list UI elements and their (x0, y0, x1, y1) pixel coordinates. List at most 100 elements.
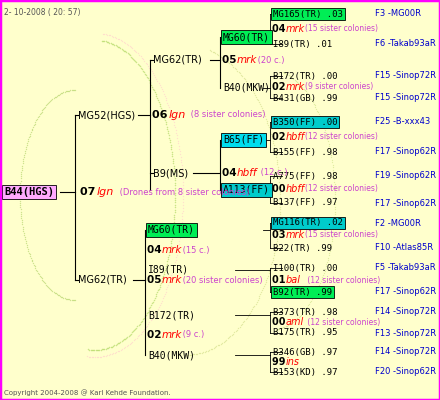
Point (104, 31, 111, 38)
Point (167, 274, 174, 281)
Point (249, 88, 256, 94)
Point (178, 222, 185, 228)
Point (43, 102, 50, 108)
Point (235, 325, 242, 332)
Point (171, 175, 178, 181)
Point (105, 32, 112, 38)
Point (37, 110, 44, 116)
Point (275, 326, 282, 332)
Text: mrk: mrk (162, 245, 182, 255)
Point (275, 171, 282, 178)
Point (234, 68, 241, 74)
Point (34, 114, 41, 120)
Point (28, 256, 35, 263)
Point (152, 91, 159, 97)
Point (18, 219, 26, 226)
Point (179, 213, 186, 219)
Point (160, 110, 167, 117)
Point (117, 347, 125, 353)
Point (331, 194, 338, 200)
Point (133, 334, 140, 341)
Point (311, 292, 318, 299)
Point (87, 354, 94, 360)
Point (119, 337, 126, 344)
Point (326, 248, 334, 254)
Point (53, 93, 60, 99)
Point (275, 221, 282, 227)
Point (170, 216, 177, 223)
Text: I89(TR): I89(TR) (148, 265, 189, 275)
Point (180, 182, 187, 188)
Point (128, 329, 136, 336)
Point (166, 137, 173, 143)
Point (35, 271, 42, 277)
Point (71, 87, 78, 93)
Point (234, 326, 241, 333)
Point (131, 57, 138, 63)
Point (117, 45, 124, 51)
Point (137, 319, 144, 326)
Point (29, 258, 36, 265)
Point (45, 284, 52, 290)
Point (171, 206, 178, 213)
Point (282, 71, 290, 77)
Point (271, 147, 279, 153)
Point (326, 145, 333, 151)
Point (19, 226, 26, 232)
Point (166, 107, 173, 113)
Point (100, 38, 107, 44)
Point (142, 72, 149, 78)
Point (163, 121, 170, 128)
Point (114, 340, 121, 347)
Point (294, 315, 301, 321)
Point (160, 273, 167, 280)
Point (123, 343, 130, 349)
Point (171, 122, 178, 128)
Point (122, 344, 129, 350)
Point (269, 257, 276, 263)
Point (27, 129, 34, 135)
Point (331, 186, 338, 192)
Text: F3 -MG00R: F3 -MG00R (375, 10, 421, 18)
Point (310, 100, 317, 107)
Point (163, 262, 170, 269)
Point (63, 296, 70, 302)
Point (50, 288, 57, 295)
Text: F17 -Sinop62R: F17 -Sinop62R (375, 198, 436, 208)
Point (309, 99, 316, 105)
Point (58, 294, 65, 300)
Point (151, 89, 158, 95)
Point (32, 119, 39, 125)
Point (172, 187, 179, 193)
Point (137, 330, 144, 337)
Point (87, 346, 94, 353)
Point (101, 38, 108, 44)
Point (142, 312, 149, 318)
Point (156, 82, 163, 88)
Point (167, 242, 174, 249)
Point (325, 252, 332, 258)
Point (306, 94, 313, 100)
Text: B172(TR): B172(TR) (148, 310, 195, 320)
Text: 04: 04 (272, 24, 289, 34)
Point (51, 94, 58, 101)
Point (22, 144, 29, 150)
Point (103, 38, 110, 45)
Text: (15 c.): (15 c.) (180, 246, 209, 254)
Point (31, 120, 38, 127)
Point (160, 271, 167, 278)
Point (17, 186, 24, 193)
Point (179, 216, 186, 222)
Point (265, 270, 272, 276)
Point (124, 50, 131, 56)
Point (18, 221, 26, 228)
Point (22, 148, 29, 154)
Text: B373(TR) .98: B373(TR) .98 (273, 308, 337, 316)
Point (274, 230, 281, 237)
Point (171, 214, 178, 220)
Point (130, 328, 137, 334)
Point (310, 294, 317, 300)
Point (326, 143, 333, 149)
Point (324, 138, 331, 144)
Point (169, 231, 176, 237)
